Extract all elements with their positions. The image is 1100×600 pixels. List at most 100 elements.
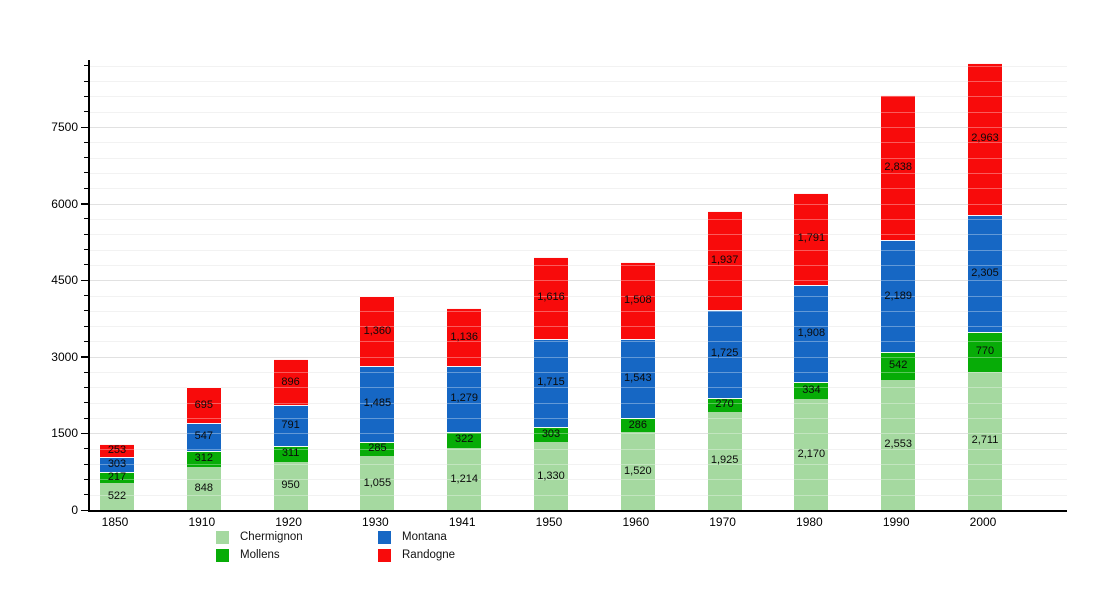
gridline bbox=[90, 172, 1067, 174]
bar-value-label: 1,937 bbox=[710, 253, 739, 266]
bar-segment-1910-montana bbox=[186, 422, 221, 451]
legend-swatch-montana bbox=[378, 531, 391, 544]
gridline-overlay bbox=[90, 249, 1067, 251]
gridline-overlay bbox=[90, 356, 1067, 358]
y-minor-tick bbox=[84, 218, 88, 220]
bar-segment-1970-montana bbox=[707, 309, 742, 398]
y-minor-tick bbox=[84, 386, 88, 388]
legend-label: Randogne bbox=[402, 549, 456, 561]
gridline-overlay bbox=[90, 387, 1067, 389]
gridline bbox=[90, 326, 1067, 328]
gridline-overlay bbox=[90, 280, 1067, 282]
gridline-overlay bbox=[90, 81, 1067, 83]
y-minor-tick bbox=[84, 310, 88, 312]
y-minor-tick bbox=[84, 233, 88, 235]
y-tick-label: 4500 bbox=[51, 273, 78, 288]
gridline-overlay bbox=[90, 341, 1067, 343]
x-tick-label-1980: 1980 bbox=[796, 515, 823, 529]
gridline bbox=[90, 464, 1067, 466]
gridline bbox=[90, 372, 1067, 374]
bar-value-label: 1,725 bbox=[710, 347, 739, 360]
y-major-tick bbox=[81, 509, 88, 511]
bar-value-label: 303 bbox=[107, 458, 127, 471]
y-minor-tick bbox=[84, 402, 88, 404]
y-minor-tick bbox=[84, 478, 88, 480]
x-tick-label-1930: 1930 bbox=[362, 515, 389, 529]
bar-segment-1980-randogne bbox=[794, 193, 829, 285]
gridline-overlay bbox=[90, 418, 1067, 420]
bar-segment-1941-mollens bbox=[447, 431, 482, 449]
x-tick-label-1970: 1970 bbox=[709, 515, 736, 529]
legend-label: Mollens bbox=[240, 549, 280, 561]
bar-value-label: 848 bbox=[194, 481, 213, 494]
gridline bbox=[90, 418, 1067, 420]
y-minor-tick bbox=[84, 111, 88, 113]
gridline bbox=[90, 479, 1067, 481]
legend-item-chermignon: Chermignon bbox=[216, 531, 303, 544]
bar-value-label: 1,508 bbox=[624, 293, 652, 306]
y-major-tick bbox=[81, 356, 88, 358]
bar-segment-1910-mollens bbox=[186, 450, 221, 467]
bar-segment-1970-chermignon bbox=[707, 411, 742, 510]
bar-segment-2000-montana bbox=[968, 214, 1002, 333]
bar-value-label: 1,214 bbox=[450, 472, 478, 485]
bar-value-label: 896 bbox=[281, 375, 300, 388]
bar-value-label: 217 bbox=[107, 471, 127, 484]
gridline-overlay bbox=[90, 264, 1067, 266]
bar-segment-1920-montana bbox=[273, 405, 308, 446]
x-tick-label-1941: 1941 bbox=[448, 515, 476, 529]
gridline bbox=[90, 157, 1067, 159]
y-minor-tick bbox=[84, 463, 88, 465]
bar-value-label: 303 bbox=[541, 427, 561, 440]
bar-value-label: 542 bbox=[889, 359, 908, 372]
y-tick-label: 3000 bbox=[51, 349, 78, 364]
gridline bbox=[90, 234, 1067, 236]
legend-label: Montana bbox=[402, 531, 447, 543]
y-minor-tick bbox=[84, 371, 88, 373]
bar-segment-2000-randogne bbox=[968, 63, 1002, 215]
gridline bbox=[90, 433, 1067, 435]
gridline-overlay bbox=[90, 479, 1067, 481]
gridline-overlay bbox=[90, 127, 1067, 128]
bar-value-label: 547 bbox=[194, 430, 213, 443]
bar-value-label: 1,485 bbox=[363, 397, 392, 410]
legend-label: Chermignon bbox=[240, 531, 303, 543]
bar-segment-1950-mollens bbox=[534, 426, 568, 443]
gridline-overlay bbox=[90, 402, 1067, 404]
gridline bbox=[90, 127, 1067, 128]
y-minor-tick bbox=[84, 157, 88, 159]
y-minor-tick bbox=[84, 448, 88, 450]
bar-segment-1990-randogne bbox=[881, 95, 916, 241]
y-tick-label: 6000 bbox=[51, 196, 78, 211]
gridline-overlay bbox=[90, 310, 1067, 312]
gridline-overlay bbox=[90, 218, 1067, 220]
bar-segment-1920-mollens bbox=[273, 445, 308, 462]
bar-value-label: 1,791 bbox=[797, 232, 826, 245]
gridline-overlay bbox=[90, 234, 1067, 236]
bar-segment-1910-randogne bbox=[186, 387, 221, 423]
x-tick-label-1950: 1950 bbox=[535, 515, 563, 529]
bar-segment-1970-mollens bbox=[707, 397, 742, 412]
bar-value-label: 311 bbox=[281, 447, 300, 460]
y-minor-tick bbox=[84, 249, 88, 251]
gridline-overlay bbox=[90, 448, 1067, 450]
gridline bbox=[90, 218, 1067, 220]
gridline-overlay bbox=[90, 464, 1067, 466]
bar-segment-1941-chermignon bbox=[447, 448, 482, 510]
y-minor-tick bbox=[84, 80, 88, 82]
y-major-tick bbox=[81, 126, 88, 128]
bar-value-label: 1,279 bbox=[450, 392, 478, 405]
bar-value-label: 1,715 bbox=[537, 376, 565, 389]
bar-value-label: 522 bbox=[107, 490, 127, 503]
bar-segment-1930-montana bbox=[360, 365, 395, 442]
bar-value-label: 1,136 bbox=[450, 330, 478, 343]
bar-value-label: 2,553 bbox=[884, 438, 912, 451]
bar-segment-1990-montana bbox=[881, 240, 916, 352]
gridline-overlay bbox=[90, 372, 1067, 374]
gridline-overlay bbox=[90, 111, 1067, 113]
bar-value-label: 1,055 bbox=[363, 476, 392, 489]
y-major-tick bbox=[81, 203, 88, 205]
x-tick-label-2000: 2000 bbox=[969, 515, 997, 529]
bar-segment-1960-chermignon bbox=[620, 432, 655, 510]
gridline bbox=[90, 341, 1067, 343]
